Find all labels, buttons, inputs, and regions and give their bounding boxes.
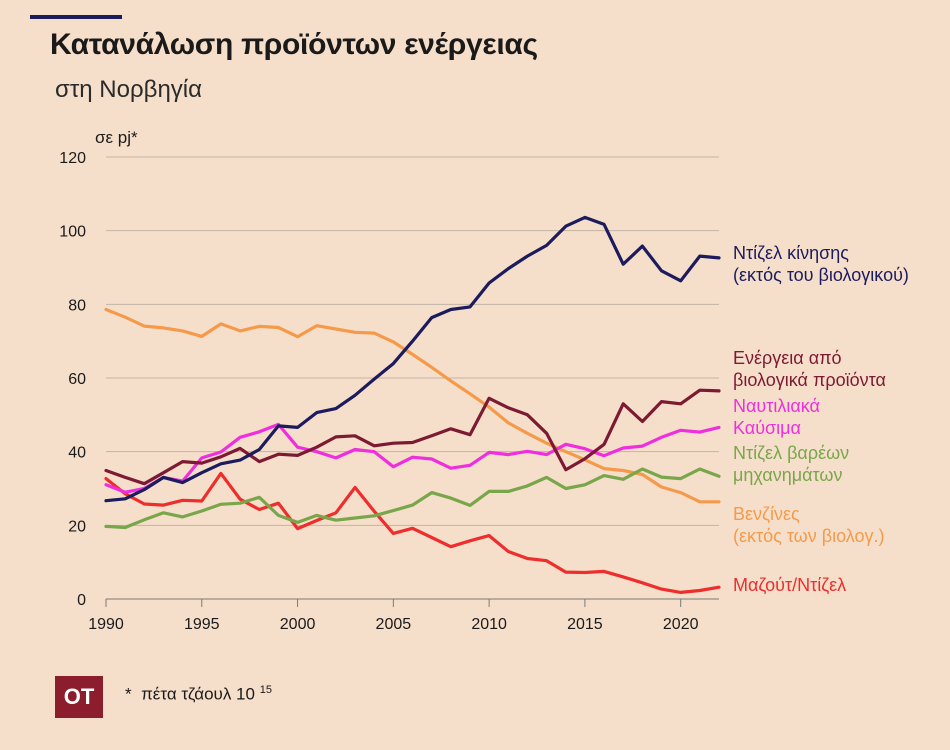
x-tick-label: 2020 <box>663 616 699 633</box>
y-axis-unit-label: σε pj* <box>95 128 138 147</box>
footnote-exponent: 15 <box>259 684 272 696</box>
footnote-star: * <box>125 684 132 704</box>
series-label-line: Ναυτιλιακά <box>733 396 820 416</box>
series-line-marine <box>104 422 721 494</box>
series-line-gasoline <box>104 307 721 504</box>
series-label-marine: Ναυτιλιακά Καύσιμα <box>733 396 820 438</box>
series-label-diesel: Ντίζελ κίνησης (εκτός του βιολογικού) <box>733 243 909 285</box>
y-tick-label: 0 <box>77 592 86 609</box>
series-label-line: Βενζίνες <box>733 504 800 524</box>
series-line-fuel_oil <box>104 471 721 595</box>
footnote: * πέτα τζάουλ 10 15 <box>125 684 272 705</box>
grid-lines <box>106 156 719 600</box>
publisher-logo: OT <box>55 676 103 718</box>
y-tick-label: 120 <box>59 150 86 167</box>
series-line-bio <box>104 388 721 486</box>
series-label-line: Μαζούτ/Ντίζελ <box>733 575 846 595</box>
x-tick-label: 2010 <box>471 616 507 633</box>
top-accent-rule <box>30 15 122 19</box>
chart-subtitle: στη Νορβηγία <box>55 76 202 103</box>
series-label-line: Ενέργεια από <box>733 348 842 368</box>
x-tick-label: 2015 <box>567 616 603 633</box>
y-tick-label: 60 <box>68 371 86 388</box>
series-label-fuel_oil: Μαζούτ/Ντίζελ <box>733 575 846 595</box>
footnote-text: πέτα τζάουλ 10 <box>141 684 255 704</box>
series-label-heavy: Ντίζελ βαρέων μηχανημάτων <box>733 443 849 485</box>
series-labels: Ντίζελ κίνησης (εκτός του βιολογικού) Ενέρ… <box>733 243 909 595</box>
y-tick-label: 40 <box>68 445 86 462</box>
x-tick-label: 1990 <box>88 616 124 633</box>
series-label-bio: Ενέργεια από βιολογικά προϊόντα <box>733 348 886 390</box>
series-line-diesel <box>104 215 721 503</box>
x-tick-label: 2000 <box>280 616 316 633</box>
series-label-line: Καύσιμα <box>733 418 801 438</box>
series-label-line: Ντίζελ βαρέων <box>733 443 849 463</box>
series-label-line: μηχανημάτων <box>733 465 842 485</box>
series-lines <box>104 215 721 595</box>
series-label-line: βιολογικά προϊόντα <box>733 370 886 390</box>
series-label-line: Ντίζελ κίνησης <box>733 243 849 263</box>
axes: 0 20 40 60 80 100 120 1990 1995 2000 2005 2010 2015 2… <box>59 150 698 633</box>
chart-title: Κατανάλωση προϊόντων ενέργειας <box>50 28 538 61</box>
x-tick-label: 1995 <box>184 616 220 633</box>
y-tick-label: 100 <box>59 224 86 241</box>
y-tick-label: 20 <box>68 518 86 535</box>
x-tick-label: 2005 <box>376 616 412 633</box>
series-line-heavy <box>104 467 721 530</box>
series-label-line: (εκτός των βιολογ.) <box>733 526 884 546</box>
y-tick-label: 80 <box>68 297 86 314</box>
series-label-gasoline: Βενζίνες (εκτός των βιολογ.) <box>733 504 884 546</box>
series-label-line: (εκτός του βιολογικού) <box>733 265 909 285</box>
